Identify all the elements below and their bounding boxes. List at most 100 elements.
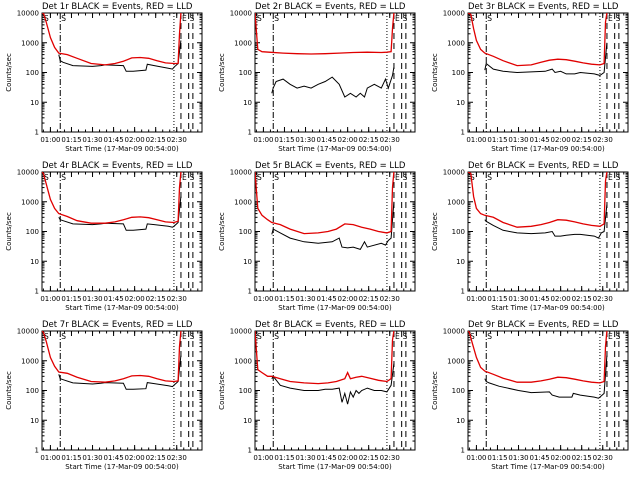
y-tick-label: 1 <box>461 129 465 137</box>
y-tick-label: 1000 <box>447 39 465 47</box>
x-tick-label: 02:15 <box>146 136 166 144</box>
plot-title: Det 2r BLACK = Events, RED = LLD <box>255 2 406 12</box>
x-tick-label: 01:45 <box>103 454 123 462</box>
series-group <box>255 13 395 98</box>
x-tick-label: 02:30 <box>167 136 187 144</box>
x-tick-label: 02:00 <box>125 136 145 144</box>
y-tick-label: 10000 <box>230 169 252 177</box>
plot-title: Det 3r BLACK = Events, RED = LLD <box>468 2 619 12</box>
x-tick-label: 01:45 <box>529 295 549 303</box>
x-axis-label: Start Time (17-Mar-09 00:54:00) <box>491 145 605 153</box>
plot-title: Det 5r BLACK = Events, RED = LLD <box>255 161 406 171</box>
event-marker-label: E <box>608 14 613 23</box>
y-tick-label: 10000 <box>443 169 465 177</box>
plot-panel: Det 5r BLACK = Events, RED = LLD 1 10 100 10… <box>218 161 416 312</box>
plot-frame <box>41 12 203 133</box>
x-tick-label: 01:15 <box>274 295 294 303</box>
y-tick-label: 1 <box>248 288 252 296</box>
y-tick-label: 1000 <box>21 198 39 206</box>
y-tick-label: 1 <box>461 288 465 296</box>
plot-frame <box>254 12 416 133</box>
x-tick-label: 01:45 <box>103 295 123 303</box>
y-tick-label: 1000 <box>21 357 39 365</box>
y-tick-label: 10 <box>30 99 39 107</box>
x-tick-label: 01:45 <box>103 136 123 144</box>
plot-title: Det 1r BLACK = Events, RED = LLD <box>42 2 193 12</box>
event-marker-label: S <box>257 332 262 341</box>
lld-series-line <box>42 13 182 66</box>
x-tick-label: 01:00 <box>40 295 60 303</box>
y-tick-label: 10 <box>30 258 39 266</box>
x-axis-label: Start Time (17-Mar-09 00:54:00) <box>65 145 179 153</box>
y-tick-label: 1000 <box>234 357 252 365</box>
x-tick-label: 01:30 <box>508 295 528 303</box>
plot-panel: Det 8r BLACK = Events, RED = LLD 1 10 100 10… <box>218 320 416 471</box>
event-marker-label: S <box>274 14 279 23</box>
plot-panel: Det 2r BLACK = Events, RED = LLD 1 10 100 10… <box>218 2 416 153</box>
event-marker-label: S <box>257 14 262 23</box>
x-tick-label: 02:00 <box>125 295 145 303</box>
event-marker-label: S <box>470 14 475 23</box>
x-tick-label: 02:15 <box>572 295 592 303</box>
y-tick-label: 100 <box>452 228 465 236</box>
series-group <box>468 13 608 76</box>
events-series-line <box>58 355 182 390</box>
event-marker-label: E <box>395 14 400 23</box>
event-marker-label: S <box>616 14 621 23</box>
x-tick-label: 02:15 <box>359 136 379 144</box>
y-axis-label: Counts/sec <box>218 53 226 92</box>
x-tick-label: 02:15 <box>572 136 592 144</box>
x-tick-label: 02:00 <box>551 295 571 303</box>
x-tick-label: 01:00 <box>466 454 486 462</box>
y-tick-label: 1000 <box>447 198 465 206</box>
x-tick-label: 02:15 <box>359 454 379 462</box>
event-marker-label: E <box>608 173 613 182</box>
y-tick-label: 1000 <box>234 198 252 206</box>
event-marker-label: S <box>403 332 408 341</box>
x-tick-label: 01:30 <box>508 136 528 144</box>
x-axis-label: Start Time (17-Mar-09 00:54:00) <box>278 463 392 471</box>
x-tick-label: 02:00 <box>551 136 571 144</box>
events-series-line <box>58 40 182 72</box>
x-tick-label: 02:30 <box>380 454 400 462</box>
x-tick-label: 01:30 <box>508 454 528 462</box>
x-tick-label: 01:30 <box>295 136 315 144</box>
plot-title: Det 9r BLACK = Events, RED = LLD <box>468 320 619 330</box>
y-tick-label: 10 <box>243 417 252 425</box>
x-tick-label: 01:45 <box>316 454 336 462</box>
y-axis-label: Counts/sec <box>5 53 13 92</box>
event-marker-label: S <box>487 14 492 23</box>
x-tick-label: 01:45 <box>529 136 549 144</box>
x-tick-label: 02:00 <box>125 454 145 462</box>
events-series-line <box>484 355 608 399</box>
events-series-line <box>271 67 395 98</box>
x-tick-label: 01:45 <box>529 454 549 462</box>
plot-frame <box>41 171 203 292</box>
lld-series-line <box>255 331 395 385</box>
x-axis-label: Start Time (17-Mar-09 00:54:00) <box>278 145 392 153</box>
event-marker-label: E <box>395 173 400 182</box>
series-group <box>255 331 395 405</box>
x-tick-label: 01:00 <box>40 454 60 462</box>
x-tick-label: 01:00 <box>466 295 486 303</box>
y-tick-label: 10000 <box>17 169 39 177</box>
y-tick-label: 100 <box>239 228 252 236</box>
event-marker-label: S <box>470 173 475 182</box>
y-tick-label: 10000 <box>17 328 39 336</box>
y-tick-label: 1000 <box>447 357 465 365</box>
event-marker-label: S <box>44 332 49 341</box>
event-marker-label: S <box>190 173 195 182</box>
x-tick-label: 01:15 <box>487 295 507 303</box>
event-marker-label: E <box>395 332 400 341</box>
x-tick-label: 01:45 <box>316 295 336 303</box>
x-axis-label: Start Time (17-Mar-09 00:54:00) <box>491 463 605 471</box>
x-tick-label: 01:00 <box>253 454 273 462</box>
y-tick-label: 1 <box>35 288 39 296</box>
x-tick-label: 01:45 <box>316 136 336 144</box>
event-marker-label: E <box>182 173 187 182</box>
plot-title: Det 4r BLACK = Events, RED = LLD <box>42 161 193 171</box>
y-axis-label: Counts/sec <box>5 212 13 251</box>
event-marker-label: S <box>44 14 49 23</box>
y-tick-label: 1 <box>35 129 39 137</box>
x-tick-label: 02:15 <box>146 295 166 303</box>
